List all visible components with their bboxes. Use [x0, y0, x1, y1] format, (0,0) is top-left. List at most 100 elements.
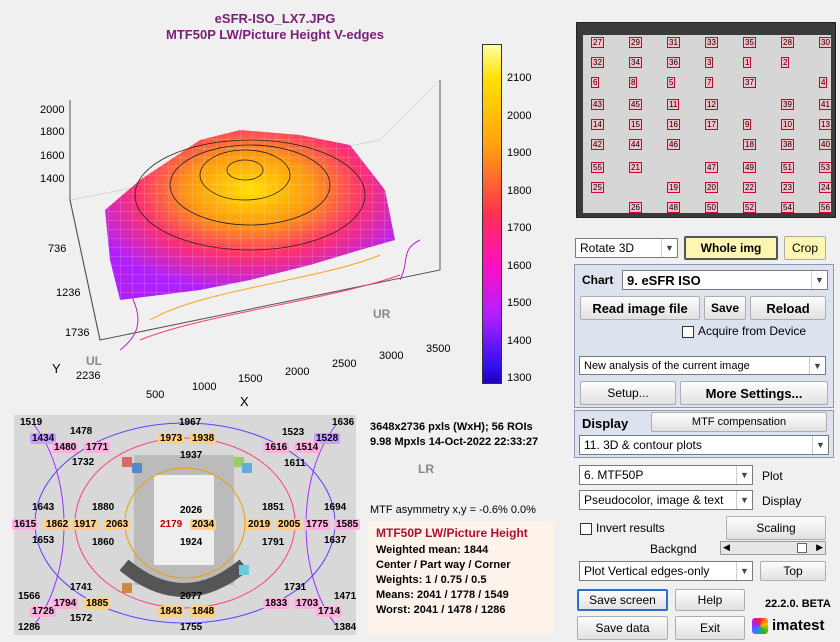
thumbnail-roi-number: 4 [819, 77, 828, 88]
map-value: 2077 [180, 591, 203, 602]
plot-edges-select[interactable]: Plot Vertical edges-only ▼ [579, 561, 753, 581]
chevron-down-icon: ▼ [661, 239, 677, 257]
thumbnail-roi-number: 23 [781, 182, 794, 193]
read-image-file-button[interactable]: Read image file [580, 296, 700, 320]
thumbnail-roi-number: 48 [667, 202, 680, 213]
map-value: 1728 [30, 606, 57, 617]
thumbnail-roi-number: 52 [743, 202, 756, 213]
map-value: 1967 [179, 417, 202, 428]
more-settings-button[interactable]: More Settings... [680, 381, 828, 405]
thumbnail-roi-number: 5 [667, 77, 676, 88]
save-button[interactable]: Save [704, 296, 746, 320]
chevron-down-icon: ▼ [736, 466, 752, 484]
rotate-3d-select[interactable]: Rotate 3D ▼ [575, 238, 678, 258]
worst: Worst: 2041 / 1478 / 1286 [376, 604, 506, 616]
thumbnail-roi-number: 1 [743, 57, 752, 68]
z-tick: 1600 [40, 150, 65, 162]
map-value: 1731 [284, 582, 307, 593]
chart-select[interactable]: 9. eSFR ISO ▼ [622, 270, 828, 290]
map-value: 1585 [334, 519, 361, 530]
map-value: 1703 [294, 598, 321, 609]
colorbar-tick: 1500 [507, 297, 532, 309]
z-tick: 1400 [40, 173, 65, 185]
display-select[interactable]: 11. 3D & contour plots ▼ [579, 435, 829, 455]
thumbnail-roi-number: 12 [705, 99, 718, 110]
map-value: 1741 [70, 582, 93, 593]
3d-surface-plot[interactable] [0, 40, 470, 410]
map-value: 1755 [180, 622, 203, 633]
scaling-button[interactable]: Scaling [726, 516, 826, 540]
plot-title-filename: eSFR-ISO_LX7.JPG [214, 11, 336, 26]
chart-thumbnail[interactable]: 27 29 31 33 35 28 30 32 34 36 3 1 2 4 6 8 5 7 37 39 41 43 45 11… [576, 22, 836, 218]
y-tick: 2236 [76, 370, 101, 382]
display-label: Display [582, 416, 629, 431]
mtf-compensation-button[interactable]: MTF compensation [651, 412, 827, 432]
thumbnail-roi-number: 26 [629, 202, 642, 213]
x-tick: 2500 [332, 358, 357, 370]
analysis-select[interactable]: New analysis of the current image ▼ [579, 356, 826, 375]
x-axis-label: X [240, 394, 249, 409]
map-value: 1471 [334, 591, 357, 602]
map-value: 1917 [72, 519, 99, 530]
thumbnail-roi-number: 49 [743, 162, 756, 173]
colorbar-tick: 1300 [507, 372, 532, 384]
arrow-left-icon[interactable]: ◀ [723, 542, 730, 552]
plot-label: Plot [762, 469, 783, 483]
map-value: 1611 [284, 458, 306, 469]
thumbnail-roi-number: 9 [743, 119, 752, 130]
thumbnail-roi-number: 16 [667, 119, 680, 130]
thumbnail-roi-number: 44 [629, 139, 642, 150]
acquire-label: Acquire from Device [698, 324, 807, 338]
map-value: 1572 [70, 613, 93, 624]
map-value: 1384 [334, 622, 357, 633]
x-tick: 2000 [285, 366, 310, 378]
crop-button[interactable]: Crop [784, 236, 826, 260]
thumbnail-roi-number: 36 [667, 57, 680, 68]
mtf-asymmetry: MTF asymmetry x,y = -0.6% 0.0% [370, 504, 536, 516]
help-button[interactable]: Help [675, 589, 745, 611]
map-value: 2063 [104, 519, 131, 530]
thumbnail-roi-number: 7 [705, 77, 714, 88]
thumbnail-roi-number: 14 [591, 119, 604, 130]
summary-title: MTF50P LW/Picture Height [376, 526, 528, 540]
thumbnail-roi-number: 53 [819, 162, 832, 173]
z-tick: 2000 [40, 104, 65, 116]
thumbnail-roi-number: 25 [591, 182, 604, 193]
display-mode-select[interactable]: Pseudocolor, image & text ▼ [579, 490, 753, 510]
checkbox-icon[interactable] [682, 325, 694, 338]
thumbnail-roi-number: 51 [781, 162, 794, 173]
acquire-from-device-checkbox[interactable]: Acquire from Device [682, 324, 806, 338]
backgnd-slider[interactable]: ◀ ▶ [720, 541, 826, 555]
display-mode-label: Display [762, 494, 802, 508]
chart-label: Chart [582, 273, 614, 287]
save-data-button[interactable]: Save data [577, 616, 668, 640]
plot-select[interactable]: 6. MTF50P ▼ [579, 465, 753, 485]
whole-img-button[interactable]: Whole img [684, 236, 778, 260]
map-value: 1478 [70, 426, 93, 437]
colorbar-tick: 1600 [507, 260, 532, 272]
map-value: 2026 [180, 505, 203, 516]
reload-button[interactable]: Reload [750, 296, 826, 320]
weights: Weights: 1 / 0.75 / 0.5 [376, 574, 487, 586]
slider-thumb[interactable] [797, 543, 807, 553]
save-screen-button[interactable]: Save screen [577, 589, 668, 611]
setup-button[interactable]: Setup... [580, 381, 676, 405]
map-value: 1523 [282, 427, 305, 438]
top-button[interactable]: Top [760, 561, 826, 581]
thumbnail-roi-number: 24 [819, 182, 832, 193]
map-value: 1938 [190, 433, 217, 444]
image-size-info: 3648x2736 pxls (WxH); 56 ROIs [370, 421, 533, 433]
arrow-right-icon[interactable]: ▶ [816, 542, 823, 552]
colorbar [482, 44, 502, 384]
center-part-corner: Center / Part way / Corner [376, 559, 511, 571]
map-value: 2179 [160, 519, 183, 530]
map-value: 1732 [72, 457, 95, 468]
exit-button[interactable]: Exit [675, 616, 745, 640]
weighted-mean: Weighted mean: 1844 [376, 544, 489, 556]
thumbnail-roi-number: 47 [705, 162, 718, 173]
checkbox-icon[interactable] [580, 522, 592, 535]
thumbnail-roi-number: 39 [781, 99, 794, 110]
thumbnail-roi-number: 2 [781, 57, 790, 68]
invert-results-checkbox[interactable]: Invert results [580, 521, 665, 535]
map-value: 1851 [262, 502, 285, 513]
